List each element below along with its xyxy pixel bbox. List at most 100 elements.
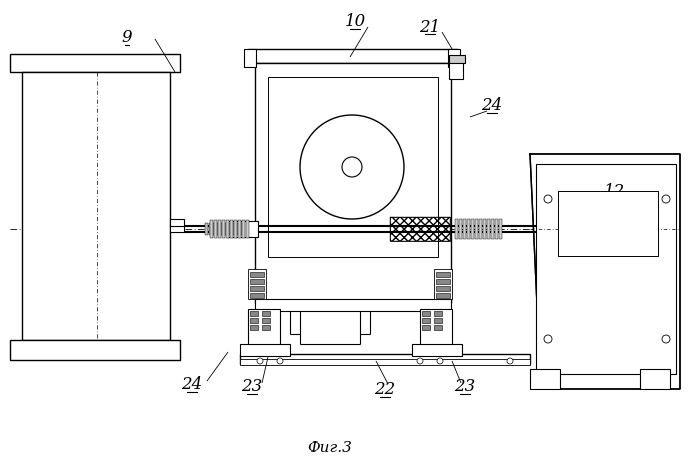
Polygon shape [530,155,680,389]
Bar [220,225,230,234]
Text: 22: 22 [375,381,396,398]
Text: 24: 24 [482,97,503,114]
Text: 10: 10 [345,13,366,31]
Bar [240,359,530,365]
Bar [230,220,233,238]
Circle shape [437,358,443,364]
Bar [467,219,470,239]
Bar [240,344,290,356]
Bar [170,226,184,232]
Bar [248,269,266,300]
Bar [436,287,450,291]
Circle shape [544,335,552,343]
Bar [225,224,228,236]
Circle shape [342,158,362,178]
Bar [530,369,560,389]
Bar [170,219,184,227]
Bar [250,294,264,298]
Bar [238,220,241,238]
Bar [640,369,670,389]
Bar [390,218,450,242]
Bar [422,319,430,323]
Bar [237,224,240,236]
Bar [499,219,502,239]
Bar [491,219,494,239]
Bar [262,319,270,323]
Bar [495,219,498,239]
Bar [226,220,229,238]
Text: 12: 12 [603,183,625,200]
Bar [449,60,463,80]
Bar [448,50,460,68]
Text: 9: 9 [122,30,132,46]
Bar [210,220,213,238]
Bar [10,340,180,360]
Bar [268,78,438,257]
Bar [213,224,216,236]
Bar [455,219,458,239]
Bar [233,224,236,236]
Circle shape [300,116,404,219]
Bar [463,219,466,239]
Bar [475,219,478,239]
Bar [487,219,490,239]
Bar [250,311,258,316]
Bar [250,287,264,291]
Bar [217,224,220,236]
Bar [244,50,256,68]
Bar [420,309,452,349]
Bar [241,224,244,236]
Text: 24: 24 [181,375,203,393]
Bar [221,224,224,236]
Bar [214,220,217,238]
Bar [250,319,258,323]
Bar [434,269,452,300]
Text: Фиг.3: Фиг.3 [308,440,352,454]
Bar [240,354,530,364]
Bar [205,224,208,236]
Bar [536,165,676,374]
Bar [483,219,486,239]
Bar [250,272,264,277]
Circle shape [257,358,263,364]
Circle shape [662,335,670,343]
Bar [250,325,258,330]
Bar [449,56,465,64]
Bar [229,224,232,236]
Circle shape [544,195,552,204]
Bar [242,220,245,238]
Bar [436,294,450,298]
Bar [558,192,658,257]
Text: 21: 21 [419,19,440,36]
Bar [422,311,430,316]
Circle shape [662,195,670,204]
Bar [255,300,451,311]
Bar [248,309,280,349]
Bar [228,221,258,238]
Bar [255,64,451,303]
Text: 23: 23 [241,378,263,394]
Bar [262,325,270,330]
Bar [459,219,462,239]
Bar [250,279,264,284]
Bar [222,220,225,238]
Bar [436,279,450,284]
Bar [22,73,170,340]
Bar [262,311,270,316]
Bar [218,220,221,238]
Circle shape [507,358,513,364]
Bar [471,219,474,239]
Bar [248,50,458,64]
Circle shape [277,358,283,364]
Bar [422,325,430,330]
Bar [434,325,442,330]
Bar [209,224,212,236]
Bar [234,220,237,238]
Bar [412,344,462,356]
Bar [434,319,442,323]
Text: 23: 23 [454,378,475,394]
Bar [434,311,442,316]
Bar [10,55,180,73]
Bar [436,272,450,277]
Circle shape [417,358,423,364]
